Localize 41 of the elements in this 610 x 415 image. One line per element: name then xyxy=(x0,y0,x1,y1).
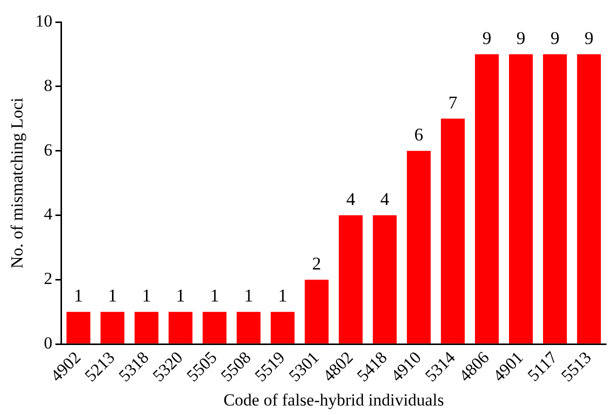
data-label: 1 xyxy=(210,286,220,306)
bar xyxy=(202,312,226,344)
data-label: 6 xyxy=(414,124,424,145)
data-label: 2 xyxy=(312,253,322,274)
bar xyxy=(66,312,90,344)
data-label: 9 xyxy=(516,28,526,48)
data-label: 1 xyxy=(74,286,83,306)
bar xyxy=(372,215,397,344)
data-label: 1 xyxy=(244,286,254,306)
bar xyxy=(236,312,261,344)
data-label: 1 xyxy=(108,286,117,306)
bar xyxy=(577,54,601,344)
data-label: 7 xyxy=(448,92,458,112)
y-tick-label: 4 xyxy=(44,204,53,224)
data-label: 4 xyxy=(346,189,356,210)
y-tick-label: 2 xyxy=(44,269,52,288)
bar xyxy=(134,312,158,344)
bar xyxy=(508,54,533,344)
bar xyxy=(270,312,295,344)
data-label: 9 xyxy=(584,28,594,48)
bar xyxy=(406,150,431,344)
y-tick-label: 8 xyxy=(44,76,52,95)
data-label: 1 xyxy=(142,286,151,306)
data-label: 1 xyxy=(176,286,186,306)
bar xyxy=(304,280,329,344)
x-tick-label: 4901 xyxy=(489,348,527,386)
x-tick-label: 4910 xyxy=(387,348,425,386)
data-label: 4 xyxy=(380,189,390,210)
x-axis-title: Code of false-hybrid individuals xyxy=(223,390,444,410)
bar xyxy=(440,118,465,344)
y-tick-label: 6 xyxy=(44,140,52,160)
data-label: 9 xyxy=(482,28,492,48)
bar xyxy=(168,312,192,344)
data-label: 9 xyxy=(550,28,560,48)
bar xyxy=(338,215,363,344)
data-label: 1 xyxy=(278,286,288,306)
y-axis-title: No. of mismatching Loci xyxy=(8,97,27,269)
y-tick-label: 10 xyxy=(35,11,52,30)
bar xyxy=(100,312,124,344)
bar xyxy=(474,54,499,344)
bar xyxy=(543,54,567,344)
